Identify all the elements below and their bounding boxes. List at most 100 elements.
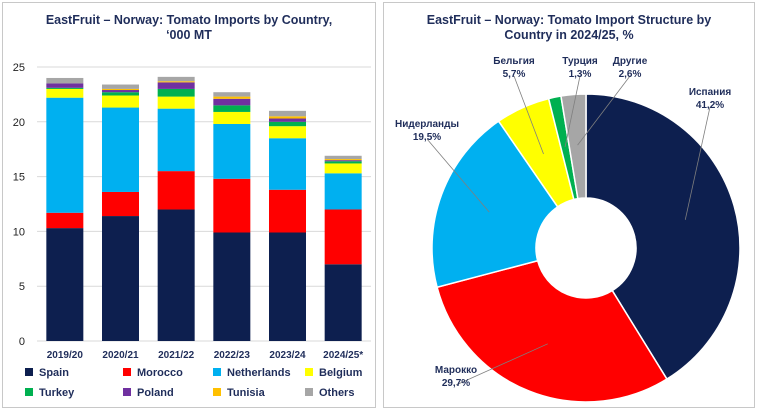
x-tick-label: 2024/25*	[323, 350, 363, 361]
bar-poland-2023-24	[269, 118, 306, 122]
bar-others-2024-25	[324, 155, 362, 160]
legend-swatch-belgium	[305, 368, 313, 376]
donut-chart-panel: EastFruit – Norway: Tomato Import Struct…	[383, 2, 755, 408]
slice-name-label: Испания	[689, 87, 732, 98]
bar-poland-2022-23	[213, 98, 251, 106]
leader-line	[455, 343, 548, 386]
bar-poland-2024-25	[324, 160, 362, 162]
bar-spain-2021-22	[157, 209, 195, 341]
legend-label-morocco: Morocco	[137, 367, 183, 379]
bar-netherlands-2022-23	[213, 123, 251, 179]
bar-tunisia-2022-23	[213, 96, 251, 99]
bar-others-2021-22	[157, 76, 195, 82]
bar-morocco-2022-23	[213, 178, 251, 233]
legend-label-spain: Spain	[39, 367, 69, 379]
x-tick-label: 2021/22	[158, 350, 195, 361]
x-tick-label: 2023/24	[269, 350, 306, 361]
legend-label-belgium: Belgium	[319, 367, 363, 379]
bar-chart-title-line2: ‘000 MT	[166, 28, 212, 42]
bar-belgium-2020-21	[102, 95, 139, 108]
bar-belgium-2023-24	[269, 126, 306, 139]
bar-chart-title: EastFruit – Norway: Tomato Imports by Co…	[3, 13, 375, 43]
legend-swatch-spain	[25, 368, 33, 376]
bar-poland-2019-20	[46, 83, 84, 88]
x-tick-label: 2019/20	[47, 350, 84, 361]
bar-morocco-2024-25	[324, 209, 362, 265]
bar-spain-2024-25	[324, 264, 362, 341]
slice-percent-label: 41,2%	[696, 100, 724, 111]
legend-swatch-poland	[123, 388, 131, 396]
bar-others-2020-21	[102, 84, 139, 89]
bar-netherlands-2019-20	[46, 97, 84, 213]
bar-belgium-2019-20	[46, 88, 84, 98]
legend-label-others: Others	[319, 387, 354, 399]
bar-turkey-2024-25	[324, 161, 362, 164]
bar-chart-svg: 0 5 10 15 20 25 2019/20 2020/21 2021/22 2022/23 20…	[13, 62, 371, 399]
bar-turkey-2022-23	[213, 105, 251, 112]
bar-tunisia-2020-21	[102, 88, 139, 91]
legend-swatch-morocco	[123, 368, 131, 376]
slice-percent-label: 5,7%	[503, 69, 526, 80]
donut-slice-29-7	[436, 259, 668, 403]
bar-tunisia-2023-24	[269, 116, 306, 119]
legend-label-tunisia: Tunisia	[227, 387, 266, 399]
donut-slice-19-5	[431, 120, 559, 289]
bar-others-2023-24	[269, 110, 306, 117]
bar-others-2019-20	[46, 77, 84, 84]
legend-swatch-tunisia	[213, 388, 221, 396]
bar-netherlands-2021-22	[157, 108, 195, 172]
bar-belgium-2024-25	[324, 163, 362, 174]
leader-line	[684, 106, 711, 220]
bar-turkey-2021-22	[157, 88, 195, 97]
legend-label-poland: Poland	[137, 387, 174, 399]
y-tick-label: 0	[19, 336, 25, 348]
bar-morocco-2021-22	[157, 171, 195, 210]
donut-slice-2-6	[560, 93, 587, 200]
bar-turkey-2019-20	[46, 87, 84, 89]
leader-line	[426, 138, 490, 213]
y-tick-label: 5	[19, 281, 25, 293]
donut-chart-svg: Испания 41,2% Марокко 29,7% Нидерланды 19,5% Б…	[395, 56, 741, 403]
legend-swatch-turkey	[25, 388, 33, 396]
bar-netherlands-2024-25	[324, 173, 362, 210]
bar-tunisia-2024-25	[324, 159, 362, 161]
leader-line	[513, 75, 544, 155]
leader-line	[577, 75, 631, 146]
donut-slice-41-2	[585, 93, 741, 381]
bar-belgium-2021-22	[157, 96, 195, 109]
bar-spain-2019-20	[46, 228, 84, 341]
legend-label-turkey: Turkey	[39, 387, 75, 399]
bar-chart-panel: EastFruit – Norway: Tomato Imports by Co…	[2, 2, 376, 408]
slice-name-label: Нидерланды	[395, 119, 459, 130]
slice-name-label: Турция	[562, 56, 598, 67]
bar-belgium-2022-23	[213, 111, 251, 124]
bar-poland-2021-22	[157, 82, 195, 89]
bar-poland-2020-21	[102, 90, 139, 93]
slice-name-label: Другие	[613, 56, 648, 67]
legend-swatch-netherlands	[213, 368, 221, 376]
y-tick-label: 15	[13, 172, 25, 184]
bar-morocco-2019-20	[46, 212, 84, 229]
slice-percent-label: 1,3%	[569, 69, 592, 80]
slice-name-label: Марокко	[435, 365, 477, 376]
y-tick-label: 10	[13, 226, 25, 238]
legend-swatch-others	[305, 388, 313, 396]
bar-turkey-2023-24	[269, 121, 306, 127]
slice-name-label: Бельгия	[493, 56, 535, 67]
donut-chart-title: EastFruit – Norway: Tomato Import Struct…	[384, 13, 754, 43]
x-tick-label: 2020/21	[102, 350, 139, 361]
legend-label-netherlands: Netherlands	[227, 367, 291, 379]
bar-spain-2022-23	[213, 232, 251, 341]
slice-percent-label: 29,7%	[442, 378, 470, 389]
bar-others-2022-23	[213, 92, 251, 97]
bar-netherlands-2023-24	[269, 138, 306, 190]
bar-spain-2020-21	[102, 216, 139, 341]
y-tick-label: 25	[13, 62, 25, 74]
donut-chart-title-line2: Country in 2024/25, %	[504, 28, 634, 42]
slice-percent-label: 19,5%	[413, 132, 441, 143]
bar-spain-2023-24	[269, 232, 306, 341]
bar-morocco-2023-24	[269, 189, 306, 233]
bar-tunisia-2021-22	[157, 81, 195, 83]
bar-chart-title-line1: EastFruit – Norway: Tomato Imports by Co…	[45, 13, 333, 27]
bar-netherlands-2020-21	[102, 107, 139, 192]
